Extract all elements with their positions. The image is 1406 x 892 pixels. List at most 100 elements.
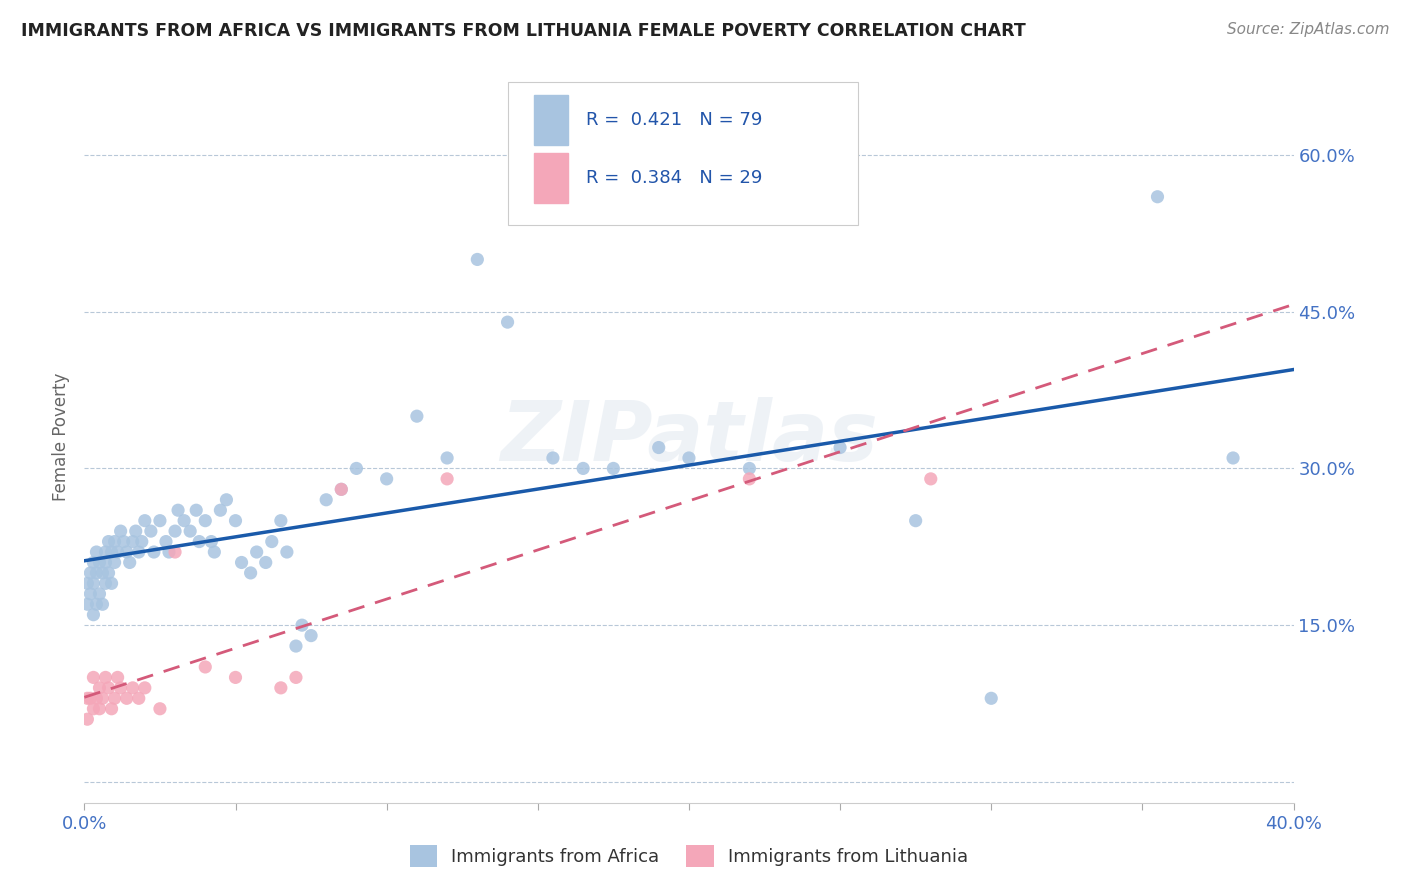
Point bbox=[86, 597, 108, 611]
Point bbox=[209, 503, 232, 517]
Point bbox=[91, 691, 114, 706]
Point bbox=[142, 545, 165, 559]
Point bbox=[231, 556, 253, 570]
Point bbox=[165, 545, 187, 559]
Point bbox=[467, 252, 489, 267]
Point bbox=[100, 576, 122, 591]
Point bbox=[194, 514, 217, 528]
Point bbox=[602, 461, 624, 475]
Point bbox=[86, 691, 108, 706]
Point bbox=[118, 556, 141, 570]
Point bbox=[406, 409, 429, 424]
Point bbox=[115, 545, 138, 559]
Point bbox=[82, 702, 104, 716]
Point bbox=[89, 556, 111, 570]
Point bbox=[121, 534, 143, 549]
Point bbox=[82, 670, 104, 684]
Point bbox=[179, 524, 201, 538]
Point bbox=[79, 566, 101, 580]
Point bbox=[572, 461, 595, 475]
Point bbox=[110, 681, 132, 695]
Point bbox=[678, 450, 700, 465]
Point bbox=[738, 461, 761, 475]
Point bbox=[738, 472, 761, 486]
Point bbox=[125, 524, 148, 538]
Point bbox=[82, 556, 104, 570]
Point bbox=[375, 472, 398, 486]
Point bbox=[330, 483, 353, 497]
Point bbox=[1222, 450, 1244, 465]
Point bbox=[91, 566, 114, 580]
Point bbox=[89, 702, 111, 716]
Point bbox=[239, 566, 262, 580]
Point bbox=[131, 534, 153, 549]
Point bbox=[112, 534, 135, 549]
Point bbox=[157, 545, 180, 559]
Point bbox=[285, 670, 308, 684]
Point bbox=[104, 556, 127, 570]
Point bbox=[167, 503, 190, 517]
Point bbox=[291, 618, 314, 632]
Point bbox=[648, 441, 671, 455]
Point bbox=[904, 514, 927, 528]
Point bbox=[149, 702, 172, 716]
Point bbox=[104, 691, 127, 706]
Bar bbox=[534, 95, 568, 145]
Point bbox=[139, 524, 162, 538]
FancyBboxPatch shape bbox=[508, 82, 858, 225]
Point bbox=[86, 566, 108, 580]
Point bbox=[270, 514, 292, 528]
Point bbox=[94, 670, 117, 684]
Point bbox=[541, 450, 564, 465]
Y-axis label: Female Poverty: Female Poverty bbox=[52, 373, 70, 501]
Point bbox=[980, 691, 1002, 706]
Point bbox=[225, 670, 247, 684]
Point bbox=[89, 587, 111, 601]
Point bbox=[97, 681, 120, 695]
Point bbox=[134, 514, 156, 528]
Point bbox=[128, 691, 150, 706]
Point bbox=[299, 629, 322, 643]
Point bbox=[285, 639, 308, 653]
Point bbox=[89, 681, 111, 695]
Point bbox=[76, 712, 98, 726]
Point bbox=[104, 534, 127, 549]
Point bbox=[121, 681, 143, 695]
Point bbox=[155, 534, 177, 549]
Point bbox=[94, 556, 117, 570]
Point bbox=[97, 534, 120, 549]
Text: Source: ZipAtlas.com: Source: ZipAtlas.com bbox=[1226, 22, 1389, 37]
Text: R =  0.421   N = 79: R = 0.421 N = 79 bbox=[586, 111, 762, 128]
Point bbox=[246, 545, 269, 559]
Point bbox=[110, 524, 132, 538]
Point bbox=[276, 545, 298, 559]
Point bbox=[194, 660, 217, 674]
Point bbox=[79, 587, 101, 601]
Point bbox=[254, 556, 277, 570]
Point bbox=[225, 514, 247, 528]
Point bbox=[94, 576, 117, 591]
Point bbox=[436, 472, 458, 486]
Point bbox=[830, 441, 852, 455]
Point bbox=[496, 315, 519, 329]
Point bbox=[436, 450, 458, 465]
Point bbox=[86, 545, 108, 559]
Point bbox=[315, 492, 337, 507]
Point bbox=[920, 472, 942, 486]
Text: ZIPatlas: ZIPatlas bbox=[501, 397, 877, 477]
Point bbox=[128, 545, 150, 559]
Point bbox=[76, 597, 98, 611]
Point bbox=[91, 597, 114, 611]
Point bbox=[260, 534, 283, 549]
Point bbox=[330, 483, 353, 497]
Point bbox=[270, 681, 292, 695]
Point bbox=[76, 576, 98, 591]
Point bbox=[100, 545, 122, 559]
Point bbox=[134, 681, 156, 695]
Point bbox=[215, 492, 238, 507]
Point bbox=[79, 691, 101, 706]
Point bbox=[186, 503, 208, 517]
Point bbox=[1146, 190, 1168, 204]
Point bbox=[97, 566, 120, 580]
Point bbox=[94, 545, 117, 559]
